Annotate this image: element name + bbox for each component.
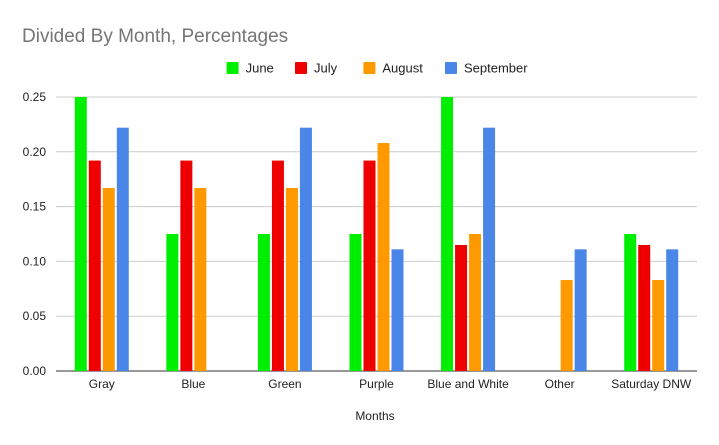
bar-june-gray [74, 97, 87, 371]
y-tick-label: 0.15 [23, 200, 47, 214]
bar-july-blue-and-white [455, 244, 468, 371]
y-tick-label: 0.25 [23, 90, 47, 104]
legend-label-august: August [382, 61, 423, 76]
bar-june-green [257, 234, 270, 371]
x-axis-labels: Gray Blue Green Purple Blue and White Other Sa… [89, 377, 692, 391]
bars [74, 97, 679, 371]
bar-july-gray [88, 160, 101, 371]
bar-july-saturday-dnw [638, 244, 651, 371]
legend-swatch-june [226, 62, 239, 74]
bar-july-purple [363, 160, 376, 371]
bar-july-green [271, 160, 284, 371]
y-tick-label: 0.10 [23, 254, 47, 268]
bar-september-saturday-dnw [666, 249, 679, 371]
bar-september-purple [391, 249, 404, 371]
bar-august-saturday-dnw [652, 280, 665, 371]
x-tick-label: Green [268, 377, 301, 391]
legend-swatch-september [445, 62, 457, 74]
x-tick-label: Saturday DNW [611, 377, 692, 391]
bar-september-blue-and-white [483, 127, 496, 371]
chart-title: Divided By Month, Percentages [22, 26, 288, 47]
y-axis-ticks: 0.00 0.05 0.10 0.15 0.20 0.25 [23, 90, 47, 378]
legend-label-september: September [464, 61, 528, 76]
x-tick-label: Blue [181, 377, 205, 391]
y-tick-label: 0.00 [23, 364, 47, 378]
legend-label-july: July [314, 61, 338, 76]
bar-august-other [560, 280, 573, 371]
x-axis-title: Months [355, 409, 394, 423]
bar-june-blue-and-white [441, 97, 454, 371]
bar-august-purple [377, 143, 390, 371]
bar-august-blue [194, 187, 207, 371]
legend: June July August September [226, 61, 528, 76]
bar-september-green [299, 127, 312, 371]
bar-june-purple [349, 234, 362, 371]
bar-august-blue-and-white [469, 234, 482, 371]
y-tick-label: 0.20 [23, 145, 47, 159]
x-tick-label: Other [545, 377, 575, 391]
bar-august-green [285, 187, 298, 371]
bar-july-blue [180, 160, 193, 371]
x-tick-label: Gray [89, 377, 115, 391]
bar-august-gray [102, 187, 115, 371]
legend-label-june: June [246, 61, 274, 76]
gridlines [56, 96, 697, 372]
y-tick-label: 0.05 [23, 309, 47, 323]
bar-june-blue [166, 234, 179, 371]
x-tick-label: Purple [359, 377, 394, 391]
bar-june-saturday-dnw [624, 234, 637, 371]
legend-swatch-august [363, 62, 376, 74]
bar-september-other [574, 249, 587, 371]
legend-swatch-july [295, 62, 307, 74]
x-tick-label: Blue and White [427, 377, 509, 391]
bar-september-gray [116, 127, 129, 371]
